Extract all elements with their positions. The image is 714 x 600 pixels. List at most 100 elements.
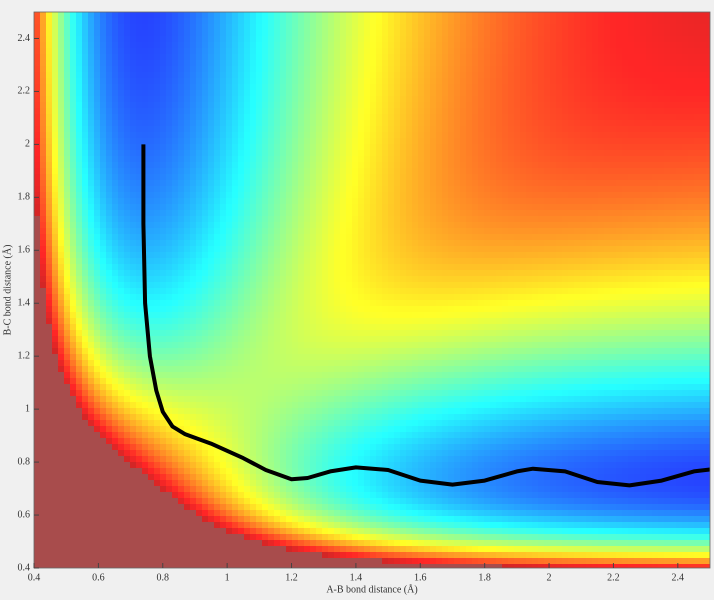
potential-cell <box>172 228 179 235</box>
potential-cell <box>460 258 467 265</box>
potential-cell <box>538 216 545 223</box>
potential-cell <box>64 42 71 49</box>
potential-cell <box>106 48 113 55</box>
potential-cell <box>160 216 167 223</box>
potential-cell <box>358 84 365 91</box>
potential-cell <box>532 42 539 49</box>
potential-cell <box>160 60 167 67</box>
potential-cell <box>520 36 527 43</box>
potential-cell <box>346 18 353 25</box>
potential-cell <box>496 150 503 157</box>
potential-cell <box>58 216 65 223</box>
potential-cell <box>388 24 395 31</box>
potential-cell <box>232 30 239 37</box>
potential-cell <box>412 60 419 67</box>
potential-cell <box>388 120 395 127</box>
potential-cell <box>166 270 173 277</box>
potential-cell <box>556 90 563 97</box>
potential-cell <box>328 120 335 127</box>
potential-cell <box>622 18 629 25</box>
potential-cell <box>646 222 653 229</box>
potential-cell <box>658 48 665 55</box>
potential-cell <box>478 180 485 187</box>
potential-cell <box>346 198 353 205</box>
potential-cell <box>178 132 185 139</box>
potential-cell <box>592 222 599 229</box>
potential-cell <box>526 240 533 247</box>
potential-cell <box>682 198 689 205</box>
potential-cell <box>592 168 599 175</box>
potential-cell <box>556 168 563 175</box>
potential-cell <box>466 198 473 205</box>
potential-cell <box>688 168 695 175</box>
potential-cell <box>94 138 101 145</box>
potential-cell <box>304 66 311 73</box>
potential-cell <box>46 78 53 85</box>
potential-cell <box>520 96 527 103</box>
potential-cell <box>610 234 617 241</box>
potential-cell <box>502 36 509 43</box>
potential-cell <box>364 102 371 109</box>
potential-cell <box>196 66 203 73</box>
potential-cell <box>46 66 53 73</box>
potential-cell <box>388 264 395 271</box>
potential-cell <box>658 120 665 127</box>
potential-cell <box>700 162 707 169</box>
potential-cell <box>58 114 65 121</box>
potential-cell <box>310 180 317 187</box>
potential-cell <box>622 66 629 73</box>
potential-cell <box>508 90 515 97</box>
potential-cell <box>634 264 641 271</box>
potential-cell <box>382 258 389 265</box>
potential-cell <box>46 240 53 247</box>
potential-cell <box>376 78 383 85</box>
potential-cell <box>418 234 425 241</box>
potential-cell <box>280 60 287 67</box>
potential-cell <box>574 192 581 199</box>
potential-cell <box>208 174 215 181</box>
potential-cell <box>166 54 173 61</box>
potential-cell <box>370 180 377 187</box>
potential-cell <box>646 156 653 163</box>
potential-cell <box>424 150 431 157</box>
potential-cell <box>430 60 437 67</box>
potential-cell <box>424 216 431 223</box>
potential-cell <box>466 24 473 31</box>
potential-cell <box>304 102 311 109</box>
potential-cell <box>82 162 89 169</box>
potential-cell <box>388 156 395 163</box>
potential-cell <box>586 84 593 91</box>
potential-cell <box>568 60 575 67</box>
potential-cell <box>46 264 53 271</box>
potential-cell <box>508 198 515 205</box>
potential-cell <box>226 102 233 109</box>
potential-cell <box>130 156 137 163</box>
potential-cell <box>172 156 179 163</box>
potential-cell <box>244 150 251 157</box>
potential-cell <box>178 42 185 49</box>
potential-cell <box>598 108 605 115</box>
potential-cell <box>538 198 545 205</box>
potential-cell <box>406 126 413 133</box>
potential-cell <box>118 258 125 265</box>
potential-cell <box>184 228 191 235</box>
potential-cell <box>652 30 659 37</box>
potential-cell <box>160 210 167 217</box>
potential-cell <box>172 18 179 25</box>
potential-cell <box>682 186 689 193</box>
potential-cell <box>154 186 161 193</box>
potential-cell <box>460 246 467 253</box>
potential-cell <box>520 210 527 217</box>
potential-cell <box>220 186 227 193</box>
potential-cell <box>244 258 251 265</box>
potential-cell <box>412 246 419 253</box>
potential-cell <box>376 90 383 97</box>
potential-cell <box>658 186 665 193</box>
potential-cell <box>448 84 455 91</box>
potential-cell <box>250 210 257 217</box>
potential-cell <box>568 204 575 211</box>
potential-cell <box>430 66 437 73</box>
potential-cell <box>130 12 137 19</box>
potential-cell <box>556 24 563 31</box>
potential-cell <box>226 12 233 19</box>
